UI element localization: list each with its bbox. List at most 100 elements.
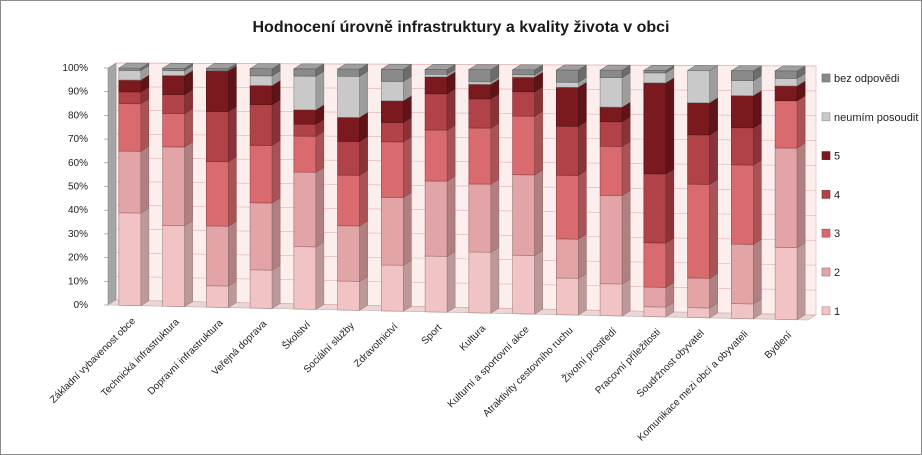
- legend-swatch: [821, 73, 831, 83]
- bar-segment: [731, 127, 754, 166]
- bar-segment-side: [315, 130, 325, 173]
- legend-label: 1: [834, 306, 840, 318]
- bar-segment: [118, 150, 142, 214]
- bar-segment: [599, 121, 623, 147]
- bar-segment: [774, 77, 798, 87]
- bar-segment: [337, 140, 360, 176]
- bar-segment: [643, 306, 667, 318]
- bar-segment-side: [446, 250, 456, 313]
- y-tick-label: 70%: [68, 134, 88, 145]
- bar-segment: [731, 243, 754, 305]
- bar-segment: [249, 85, 273, 106]
- bar-top: [774, 65, 806, 72]
- bar-segment-side: [665, 168, 675, 244]
- bar-segment: [599, 77, 623, 108]
- legend-label: neumím posoudit: [834, 112, 918, 124]
- bar-top: [249, 63, 281, 69]
- bar-segment: [293, 135, 317, 173]
- bar-segment: [162, 75, 185, 95]
- legend-label: bez odpovědi: [834, 73, 899, 85]
- bar-segment-side: [271, 139, 281, 204]
- legend-swatch: [821, 112, 831, 122]
- bar-segment: [381, 121, 404, 143]
- bar-top: [424, 64, 456, 70]
- bar-segment: [381, 80, 404, 102]
- bar-segment-side: [490, 246, 500, 314]
- bar-segment-side: [621, 190, 631, 285]
- bar-segment: [206, 68, 229, 72]
- x-category-label: Sport: [420, 322, 445, 347]
- bar-segment: [249, 104, 273, 146]
- bar-top: [599, 64, 631, 71]
- bar-segment-side: [359, 275, 368, 311]
- bar-segment: [162, 94, 185, 114]
- bar-top: [380, 63, 413, 70]
- bar-segment: [643, 69, 667, 74]
- legend-swatch: [821, 267, 831, 277]
- bar-segment: [556, 81, 579, 88]
- bar-segment: [468, 98, 492, 129]
- bar-segment: [774, 70, 798, 79]
- bar-segment-side: [184, 108, 193, 148]
- bar-segment: [249, 68, 273, 77]
- bar-segment: [774, 85, 798, 102]
- bar-segment-side: [709, 97, 718, 136]
- bar-segment: [731, 95, 754, 129]
- bar-segment-side: [709, 129, 718, 185]
- bar-segment-side: [403, 136, 412, 199]
- bar-segment-side: [534, 250, 543, 315]
- bar-segment-side: [359, 220, 368, 282]
- bar-segment-side: [271, 197, 281, 271]
- y-tick-label: 30%: [68, 229, 88, 240]
- bar-segment-side: [796, 95, 806, 149]
- bar-segment: [249, 202, 273, 271]
- bar-segment: [293, 75, 317, 111]
- bar-segment: [687, 70, 710, 104]
- bar-segment-side: [709, 178, 718, 279]
- bar-segment: [118, 91, 142, 105]
- bar-segment: [118, 79, 142, 93]
- bar-segment: [249, 75, 273, 86]
- bar-segment: [774, 246, 798, 321]
- bar-segment: [512, 76, 535, 93]
- bar-segment-side: [665, 237, 675, 288]
- bar-segment-side: [753, 238, 762, 305]
- bar-segment: [599, 145, 623, 196]
- bar-segment: [643, 82, 667, 175]
- bar-segment-side: [753, 122, 762, 166]
- bar-segment-side: [621, 278, 631, 317]
- bar-segment-side: [709, 65, 718, 104]
- bar-segment: [118, 70, 142, 81]
- bar-segment: [556, 174, 579, 240]
- bar-segment: [206, 225, 229, 287]
- bar-segment: [731, 164, 754, 245]
- y-tick-label: 80%: [68, 110, 88, 121]
- y-tick-label: 20%: [68, 253, 88, 264]
- bar-top: [118, 62, 150, 69]
- bar-segment-side: [271, 99, 281, 146]
- x-category-label: Školství: [279, 318, 313, 352]
- bar-segment: [512, 174, 535, 256]
- bar-segment: [556, 277, 579, 316]
- y-tick-label: 10%: [68, 276, 88, 287]
- bar-segment-side: [271, 264, 281, 309]
- bar-segment-side: [228, 106, 237, 163]
- bar-segment: [643, 242, 667, 288]
- bar-segment: [249, 144, 273, 204]
- bar-segment: [512, 69, 535, 76]
- bar-segment-side: [665, 77, 675, 175]
- x-category-label: Technická infrastruktura: [99, 316, 182, 399]
- x-category-label: Dopravní infrastruktura: [146, 317, 226, 397]
- bar-top: [643, 65, 675, 71]
- chart-title: Hodnocení úrovně infrastruktury a kvalit…: [252, 19, 670, 36]
- bar-segment: [556, 125, 579, 176]
- bar-segment-side: [315, 70, 325, 111]
- bar-segment: [162, 113, 185, 148]
- bar-segment: [512, 115, 535, 176]
- bar-top: [205, 63, 238, 69]
- bar-segment-side: [184, 220, 193, 308]
- bar-segment: [206, 111, 229, 163]
- bar-segment: [337, 68, 360, 77]
- x-category-label: Kulturní a sportovní akce: [446, 324, 532, 410]
